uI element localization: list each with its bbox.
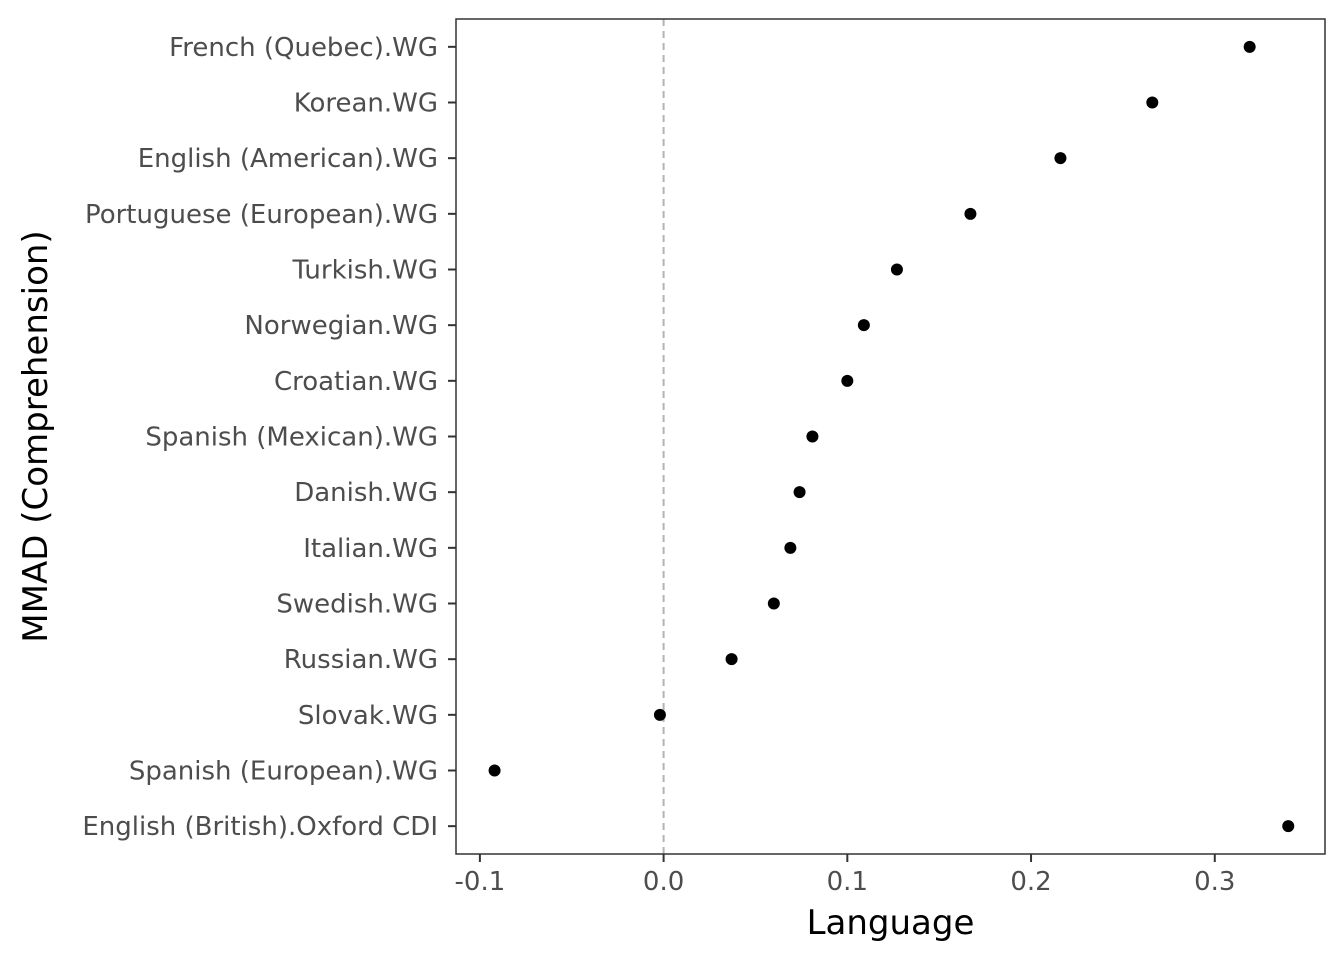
y-tick-label: Slovak.WG [298, 701, 438, 731]
y-tick-label: Portuguese (European).WG [85, 200, 438, 230]
data-point [767, 597, 780, 610]
y-tick-label: Russian.WG [284, 645, 438, 675]
x-tick-label: 0.0 [643, 867, 684, 897]
y-axis: French (Quebec).WG Korean.WG English (Amer… [82, 33, 456, 842]
y-tick-label: Norwegian.WG [244, 311, 438, 341]
y-axis-title: MMAD (Comprehension) [16, 230, 56, 642]
data-point [890, 263, 903, 276]
y-tick-label: Italian.WG [303, 534, 438, 564]
y-tick-label: French (Quebec).WG [169, 33, 438, 63]
x-axis-title: Language [807, 903, 975, 943]
data-point [784, 541, 797, 554]
data-point [653, 708, 666, 721]
y-tick-label: Turkish.WG [291, 256, 438, 286]
data-point [1146, 96, 1159, 109]
y-tick-label: Spanish (Mexican).WG [145, 423, 438, 453]
x-tick-label: 0.1 [827, 867, 868, 897]
panel-border [455, 18, 1326, 855]
data-points [488, 40, 1295, 833]
y-tick-label: Croatian.WG [274, 367, 438, 397]
x-axis: -0.1 0.0 0.1 0.2 0.3 [455, 854, 1235, 897]
data-point [1243, 40, 1256, 53]
x-tick-label: 0.3 [1194, 867, 1235, 897]
data-point [964, 207, 977, 220]
data-point [725, 653, 738, 666]
y-tick-label: Danish.WG [294, 478, 438, 508]
data-point [857, 319, 870, 332]
y-tick-label: Korean.WG [294, 89, 438, 119]
data-point [1282, 820, 1295, 833]
data-point [806, 430, 819, 443]
data-point [488, 764, 501, 777]
data-point [841, 374, 854, 387]
x-tick-label: -0.1 [455, 867, 506, 897]
data-point [793, 486, 806, 499]
y-tick-label: English (British).Oxford CDI [82, 812, 438, 842]
y-tick-label: Spanish (European).WG [129, 757, 438, 787]
y-tick-label: English (American).WG [138, 144, 438, 174]
data-point [1054, 152, 1067, 165]
x-tick-label: 0.2 [1010, 867, 1051, 897]
y-tick-label: Swedish.WG [276, 590, 438, 620]
